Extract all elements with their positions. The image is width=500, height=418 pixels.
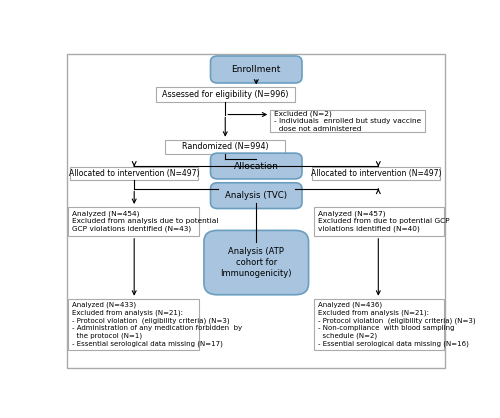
FancyBboxPatch shape bbox=[204, 230, 308, 295]
Text: Analyzed (N=457)
Excluded from due to potential GCP
violations identified (N=40): Analyzed (N=457) Excluded from due to po… bbox=[318, 210, 450, 232]
FancyBboxPatch shape bbox=[314, 207, 444, 236]
FancyBboxPatch shape bbox=[210, 153, 302, 179]
Text: Allocated to intervention (N=497): Allocated to intervention (N=497) bbox=[311, 168, 442, 178]
FancyBboxPatch shape bbox=[156, 87, 295, 102]
FancyBboxPatch shape bbox=[68, 298, 198, 350]
Text: Assessed for eligibility (N=996): Assessed for eligibility (N=996) bbox=[162, 90, 288, 99]
Text: Analyzed (N=433)
Excluded from analysis (N=21):
- Protocol violation  (eligibili: Analyzed (N=433) Excluded from analysis … bbox=[72, 301, 242, 347]
Text: Allocation: Allocation bbox=[234, 161, 278, 171]
Text: Enrollment: Enrollment bbox=[232, 65, 281, 74]
FancyBboxPatch shape bbox=[210, 56, 302, 83]
FancyBboxPatch shape bbox=[314, 298, 444, 350]
FancyBboxPatch shape bbox=[70, 167, 198, 180]
Text: Analyzed (N=436)
Excluded from analysis (N=21):
- Protocol violation  (eligibili: Analyzed (N=436) Excluded from analysis … bbox=[318, 301, 476, 347]
FancyBboxPatch shape bbox=[270, 110, 425, 132]
FancyBboxPatch shape bbox=[68, 207, 198, 236]
Text: Analyzed (N=454)
Excluded from analysis due to potential
GCP violations identifi: Analyzed (N=454) Excluded from analysis … bbox=[72, 210, 219, 232]
Text: Analysis (ATP
cohort for
Immunogenicity): Analysis (ATP cohort for Immunogenicity) bbox=[220, 247, 292, 278]
Text: Randomized (N=994): Randomized (N=994) bbox=[182, 142, 268, 151]
FancyBboxPatch shape bbox=[165, 140, 286, 154]
FancyBboxPatch shape bbox=[210, 183, 302, 209]
Text: Analysis (TVC): Analysis (TVC) bbox=[225, 191, 287, 200]
Text: Allocated to intervention (N=497): Allocated to intervention (N=497) bbox=[69, 168, 200, 178]
Text: Excluded (N=2)
- Individuals  enrolled but study vaccine
  dose not administered: Excluded (N=2) - Individuals enrolled bu… bbox=[274, 110, 421, 132]
FancyBboxPatch shape bbox=[312, 167, 440, 180]
